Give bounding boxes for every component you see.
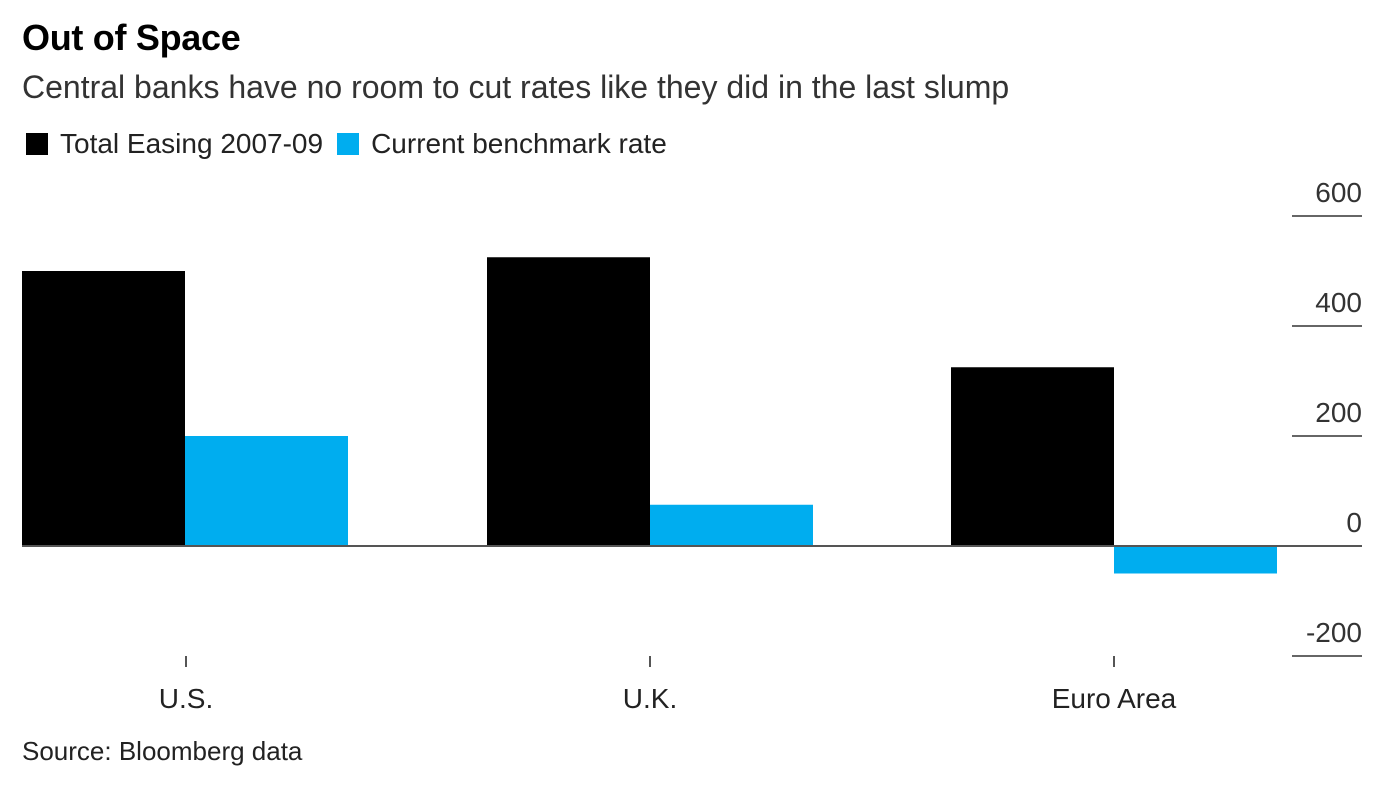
legend-item-current-rate: Current benchmark rate (337, 124, 667, 164)
y-tick-label: 600 (1315, 177, 1362, 208)
bar-1-0 (185, 436, 348, 546)
bar-0-0 (22, 271, 185, 546)
legend-item-total-easing: Total Easing 2007-09 (26, 124, 323, 164)
legend-label-current-rate: Current benchmark rate (371, 128, 667, 159)
category-label: Euro Area (1052, 683, 1177, 714)
legend-swatch-total-easing (26, 133, 48, 155)
chart-title: Out of Space (22, 17, 241, 58)
y-tick-label: 400 (1315, 287, 1362, 318)
y-tick-label: 0 (1346, 507, 1362, 538)
bar-1-1 (650, 504, 813, 546)
category-label: U.K. (623, 683, 677, 714)
bar-0-1 (487, 257, 650, 546)
legend-swatch-current-rate (337, 133, 360, 155)
chart-legend: Total Easing 2007-09 Current benchmark r… (26, 124, 681, 164)
y-tick-label: -200 (1306, 617, 1362, 648)
category-label: U.S. (159, 683, 213, 714)
bar-1-2 (1114, 546, 1277, 574)
y-tick-label: 200 (1315, 397, 1362, 428)
bar-0-2 (951, 367, 1114, 546)
chart-subtitle: Central banks have no room to cut rates … (22, 69, 1010, 105)
source-note: Source: Bloomberg data (22, 736, 303, 766)
legend-label-total-easing: Total Easing 2007-09 (60, 128, 324, 159)
